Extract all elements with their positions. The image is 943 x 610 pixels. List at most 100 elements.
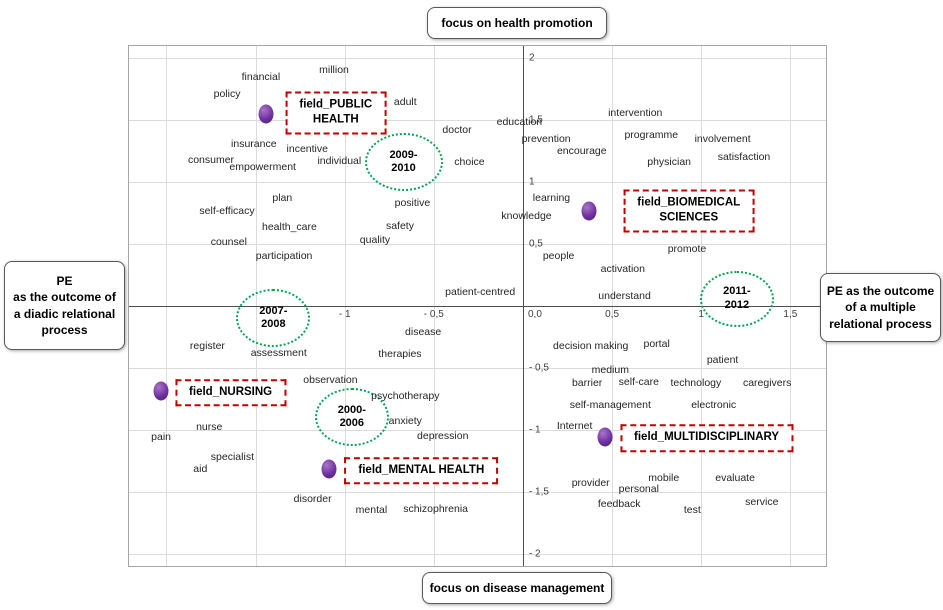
field-label-box: field_PUBLIC HEALTH xyxy=(285,91,387,135)
term-label: provider xyxy=(571,477,610,490)
term-label: involvement xyxy=(694,132,751,145)
term-label: people xyxy=(542,250,575,263)
term-label: anxiety xyxy=(388,415,422,428)
gridline-horizontal xyxy=(129,182,826,184)
x-axis-line xyxy=(129,306,826,307)
term-label: safety xyxy=(385,219,414,232)
term-label: self-management xyxy=(569,399,651,412)
term-label: pain xyxy=(151,431,172,444)
top-axis-callout: focus on health promotion xyxy=(427,7,607,39)
term-label: participation xyxy=(255,250,313,263)
term-label: caregivers xyxy=(742,376,792,389)
term-label: promote xyxy=(667,243,707,256)
term-label: policy xyxy=(213,88,241,101)
top-axis-label: focus on health promotion xyxy=(441,15,593,30)
y-tick-label: 1,5 xyxy=(528,114,543,126)
y-tick-label: 2 xyxy=(528,52,535,64)
period-ellipse: 2009- 2010 xyxy=(364,133,443,192)
term-label: plan xyxy=(272,192,293,205)
term-label: technology xyxy=(670,376,722,389)
term-label: evaluate xyxy=(715,472,755,485)
term-label: assessment xyxy=(250,347,307,360)
term-label: aid xyxy=(193,463,208,476)
term-label: health_care xyxy=(261,220,317,233)
term-label: financial xyxy=(241,70,281,83)
term-label: positive xyxy=(394,197,431,210)
right-axis-label: PE as the outcome of a multiple relation… xyxy=(826,284,935,331)
term-label: mobile xyxy=(648,472,680,485)
gridline-horizontal xyxy=(129,491,826,493)
gridline-horizontal xyxy=(129,367,826,369)
right-axis-callout: PE as the outcome of a multiple relation… xyxy=(820,273,941,342)
term-label: depression xyxy=(417,430,469,442)
period-ellipse: 2007- 2008 xyxy=(236,289,311,348)
term-label: medium xyxy=(591,364,629,377)
term-label: programme xyxy=(624,129,679,142)
gridline-horizontal xyxy=(129,244,826,246)
x-tick-label: 1,5 xyxy=(783,309,798,320)
x-tick-label: 1 xyxy=(698,309,704,320)
term-label: disease xyxy=(405,326,442,338)
gridline-horizontal xyxy=(129,429,826,431)
bottom-axis-label: focus on disease management xyxy=(429,580,605,595)
term-label: incentive xyxy=(286,142,328,155)
gridline-horizontal xyxy=(129,58,826,60)
x-tick-label: - 0,5 xyxy=(423,309,444,320)
y-tick-label: - 1,5 xyxy=(528,486,549,498)
term-label: choice xyxy=(454,156,485,169)
term-label: insurance xyxy=(231,137,277,150)
term-label: prevention xyxy=(521,132,571,145)
term-label: feedback xyxy=(597,498,641,511)
term-label: decision making xyxy=(553,339,629,352)
term-label: service xyxy=(745,495,779,508)
term-label: learning xyxy=(532,192,571,205)
term-label: intervention xyxy=(608,106,663,119)
y-tick-label: 0,5 xyxy=(528,238,543,250)
field-label-box: field_MENTAL HEALTH xyxy=(344,456,499,485)
period-ellipse: 2011- 2012 xyxy=(699,270,774,327)
term-label: patient-centred xyxy=(445,286,516,299)
period-ellipse: 2000- 2006 xyxy=(314,388,389,447)
term-label: test xyxy=(683,504,701,517)
term-label: knowledge xyxy=(501,209,552,222)
term-label: consumer xyxy=(187,153,235,166)
term-label: education xyxy=(496,115,543,128)
term-label: schizophrenia xyxy=(403,503,469,516)
left-axis-label: PE as the outcome of a diadic relational… xyxy=(13,274,116,337)
term-label: adult xyxy=(393,95,417,108)
term-label: electronic xyxy=(691,399,737,412)
field-label-box: field_MULTIDISCIPLINARY xyxy=(620,424,794,453)
term-label: personal xyxy=(618,483,659,496)
x-tick-label: 0,5 xyxy=(605,309,620,320)
term-label: empowerment xyxy=(229,161,296,174)
term-label: portal xyxy=(643,338,670,351)
field-marker-dot xyxy=(321,459,337,479)
field-label-box: field_NURSING xyxy=(175,378,287,407)
term-label: physician xyxy=(647,156,692,169)
term-label: satisfaction xyxy=(717,151,771,164)
term-label: encourage xyxy=(556,145,607,158)
term-label: self-care xyxy=(618,375,659,388)
term-label: quality xyxy=(359,234,391,247)
term-label: individual xyxy=(317,155,362,168)
term-label: specialist xyxy=(210,451,254,464)
field-label-box: field_BIOMEDICAL SCIENCES xyxy=(623,189,755,233)
term-label: barrier xyxy=(571,376,603,389)
term-label: observation xyxy=(303,374,358,387)
term-label: mental xyxy=(355,504,388,517)
plot-area: - 1 - 0,5 0,0 0,5 1 1,5 2 1,5 1 0,5 - 0,5 - 1 - 1,5 -… xyxy=(128,45,827,567)
left-axis-callout: PE as the outcome of a diadic relational… xyxy=(4,261,125,350)
term-label: doctor xyxy=(442,124,472,137)
term-label: register xyxy=(189,339,225,352)
field-marker-dot xyxy=(581,201,597,221)
y-tick-label: - 0,5 xyxy=(528,362,549,374)
gridline-horizontal xyxy=(129,553,826,555)
x-tick-label: 0,0 xyxy=(528,309,542,320)
term-label: activation xyxy=(600,262,645,275)
term-label: disorder xyxy=(293,493,332,506)
field-marker-dot xyxy=(153,381,169,401)
term-label: therapies xyxy=(378,348,422,361)
term-label: patient xyxy=(706,354,739,367)
term-label: counsel xyxy=(210,235,247,248)
